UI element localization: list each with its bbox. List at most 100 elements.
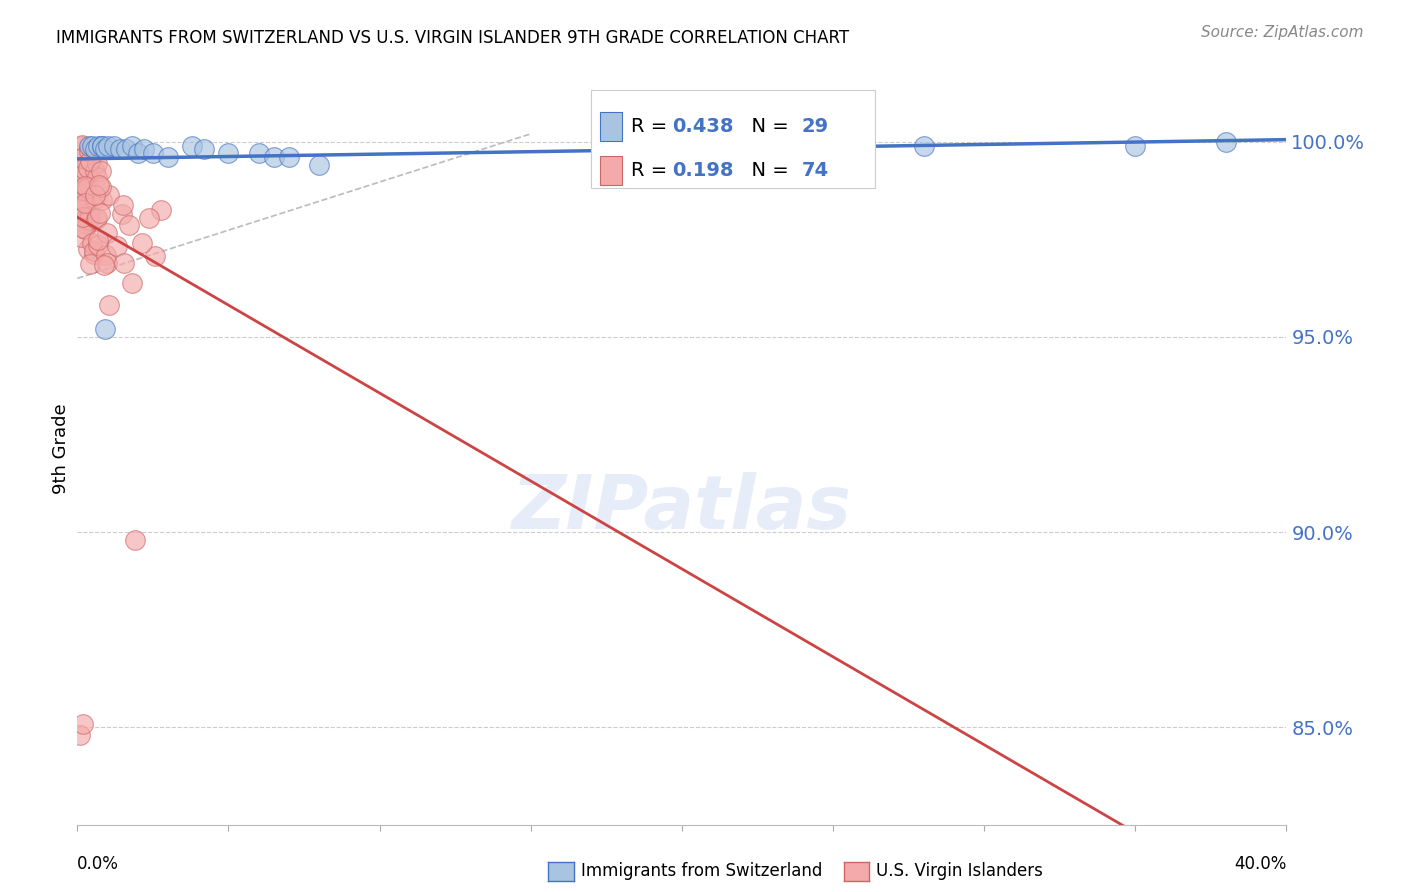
Point xyxy=(87,233,110,247)
Point xyxy=(77,177,100,191)
Point xyxy=(93,322,115,336)
Point xyxy=(72,211,94,225)
Point xyxy=(77,212,100,227)
Point xyxy=(79,138,101,153)
Point xyxy=(610,138,633,153)
Point xyxy=(111,207,134,221)
Point xyxy=(82,138,104,153)
Point xyxy=(84,143,107,157)
Point xyxy=(121,277,143,291)
Point xyxy=(96,138,118,153)
Point xyxy=(218,146,240,161)
Point xyxy=(73,179,96,194)
Point xyxy=(105,239,128,253)
Point xyxy=(912,138,935,153)
Point xyxy=(72,221,94,235)
Text: U.S. Virgin Islanders: U.S. Virgin Islanders xyxy=(876,863,1043,880)
Text: R =: R = xyxy=(631,161,679,180)
Point xyxy=(80,236,103,251)
Point xyxy=(89,206,111,220)
Point xyxy=(93,258,115,272)
Point xyxy=(75,212,97,227)
Text: 0.198: 0.198 xyxy=(672,161,734,180)
Point xyxy=(79,257,101,271)
Point xyxy=(132,143,155,157)
Text: 0.438: 0.438 xyxy=(672,117,734,136)
Point xyxy=(70,137,93,152)
Point xyxy=(114,143,136,157)
Point xyxy=(86,169,108,184)
Point xyxy=(96,227,118,241)
Point xyxy=(93,143,115,157)
Text: 74: 74 xyxy=(801,161,828,180)
Point xyxy=(77,206,100,220)
Point xyxy=(121,138,143,153)
Point xyxy=(90,180,112,194)
Point xyxy=(76,195,98,210)
Text: 0.0%: 0.0% xyxy=(77,855,120,873)
Point xyxy=(138,211,160,225)
Point xyxy=(70,151,93,165)
Point xyxy=(79,153,101,168)
FancyBboxPatch shape xyxy=(592,90,876,188)
Point xyxy=(70,203,93,218)
Point xyxy=(83,247,105,261)
Point xyxy=(87,138,110,153)
Point xyxy=(76,180,98,194)
Point xyxy=(150,202,173,217)
Point xyxy=(86,211,108,225)
Point xyxy=(1123,138,1146,153)
Point xyxy=(83,244,105,258)
Point xyxy=(308,158,330,172)
Point xyxy=(86,156,108,170)
Point xyxy=(83,164,105,178)
Point xyxy=(75,196,97,211)
Point xyxy=(72,183,94,197)
Point xyxy=(72,139,94,153)
Text: Source: ZipAtlas.com: Source: ZipAtlas.com xyxy=(1201,25,1364,40)
Point xyxy=(84,212,107,227)
Point xyxy=(69,728,91,742)
Text: 40.0%: 40.0% xyxy=(1234,855,1286,873)
Point xyxy=(90,193,112,207)
Point xyxy=(94,248,117,262)
Point xyxy=(112,256,135,270)
Point xyxy=(278,150,301,164)
Point xyxy=(73,168,96,182)
Point xyxy=(73,161,96,176)
Text: IMMIGRANTS FROM SWITZERLAND VS U.S. VIRGIN ISLANDER 9TH GRADE CORRELATION CHART: IMMIGRANTS FROM SWITZERLAND VS U.S. VIRG… xyxy=(56,29,849,46)
Point xyxy=(127,146,149,161)
Point xyxy=(108,143,131,157)
Point xyxy=(96,256,118,270)
Bar xyxy=(600,156,623,186)
Point xyxy=(72,194,94,209)
Point xyxy=(131,236,153,251)
Point xyxy=(731,138,754,153)
Point xyxy=(79,210,101,224)
Text: N =: N = xyxy=(740,161,794,180)
Text: N =: N = xyxy=(740,117,794,136)
Point xyxy=(87,237,110,252)
Point xyxy=(79,144,101,158)
Point xyxy=(72,716,94,731)
Bar xyxy=(600,112,623,141)
Point xyxy=(77,161,100,176)
Point xyxy=(97,187,120,202)
Point xyxy=(263,150,285,164)
Point xyxy=(75,222,97,236)
Point xyxy=(70,153,93,168)
Text: Immigrants from Switzerland: Immigrants from Switzerland xyxy=(581,863,823,880)
Point xyxy=(84,193,107,207)
Point xyxy=(69,169,91,183)
Text: R =: R = xyxy=(631,117,673,136)
Point xyxy=(118,218,141,232)
Point xyxy=(84,188,107,202)
Point xyxy=(124,533,146,547)
Text: 29: 29 xyxy=(801,117,828,136)
Point xyxy=(111,198,134,212)
Point xyxy=(181,138,204,153)
Point xyxy=(142,146,165,161)
Point xyxy=(70,181,93,195)
Point xyxy=(247,146,270,161)
Text: ZIPatlas: ZIPatlas xyxy=(512,472,852,545)
